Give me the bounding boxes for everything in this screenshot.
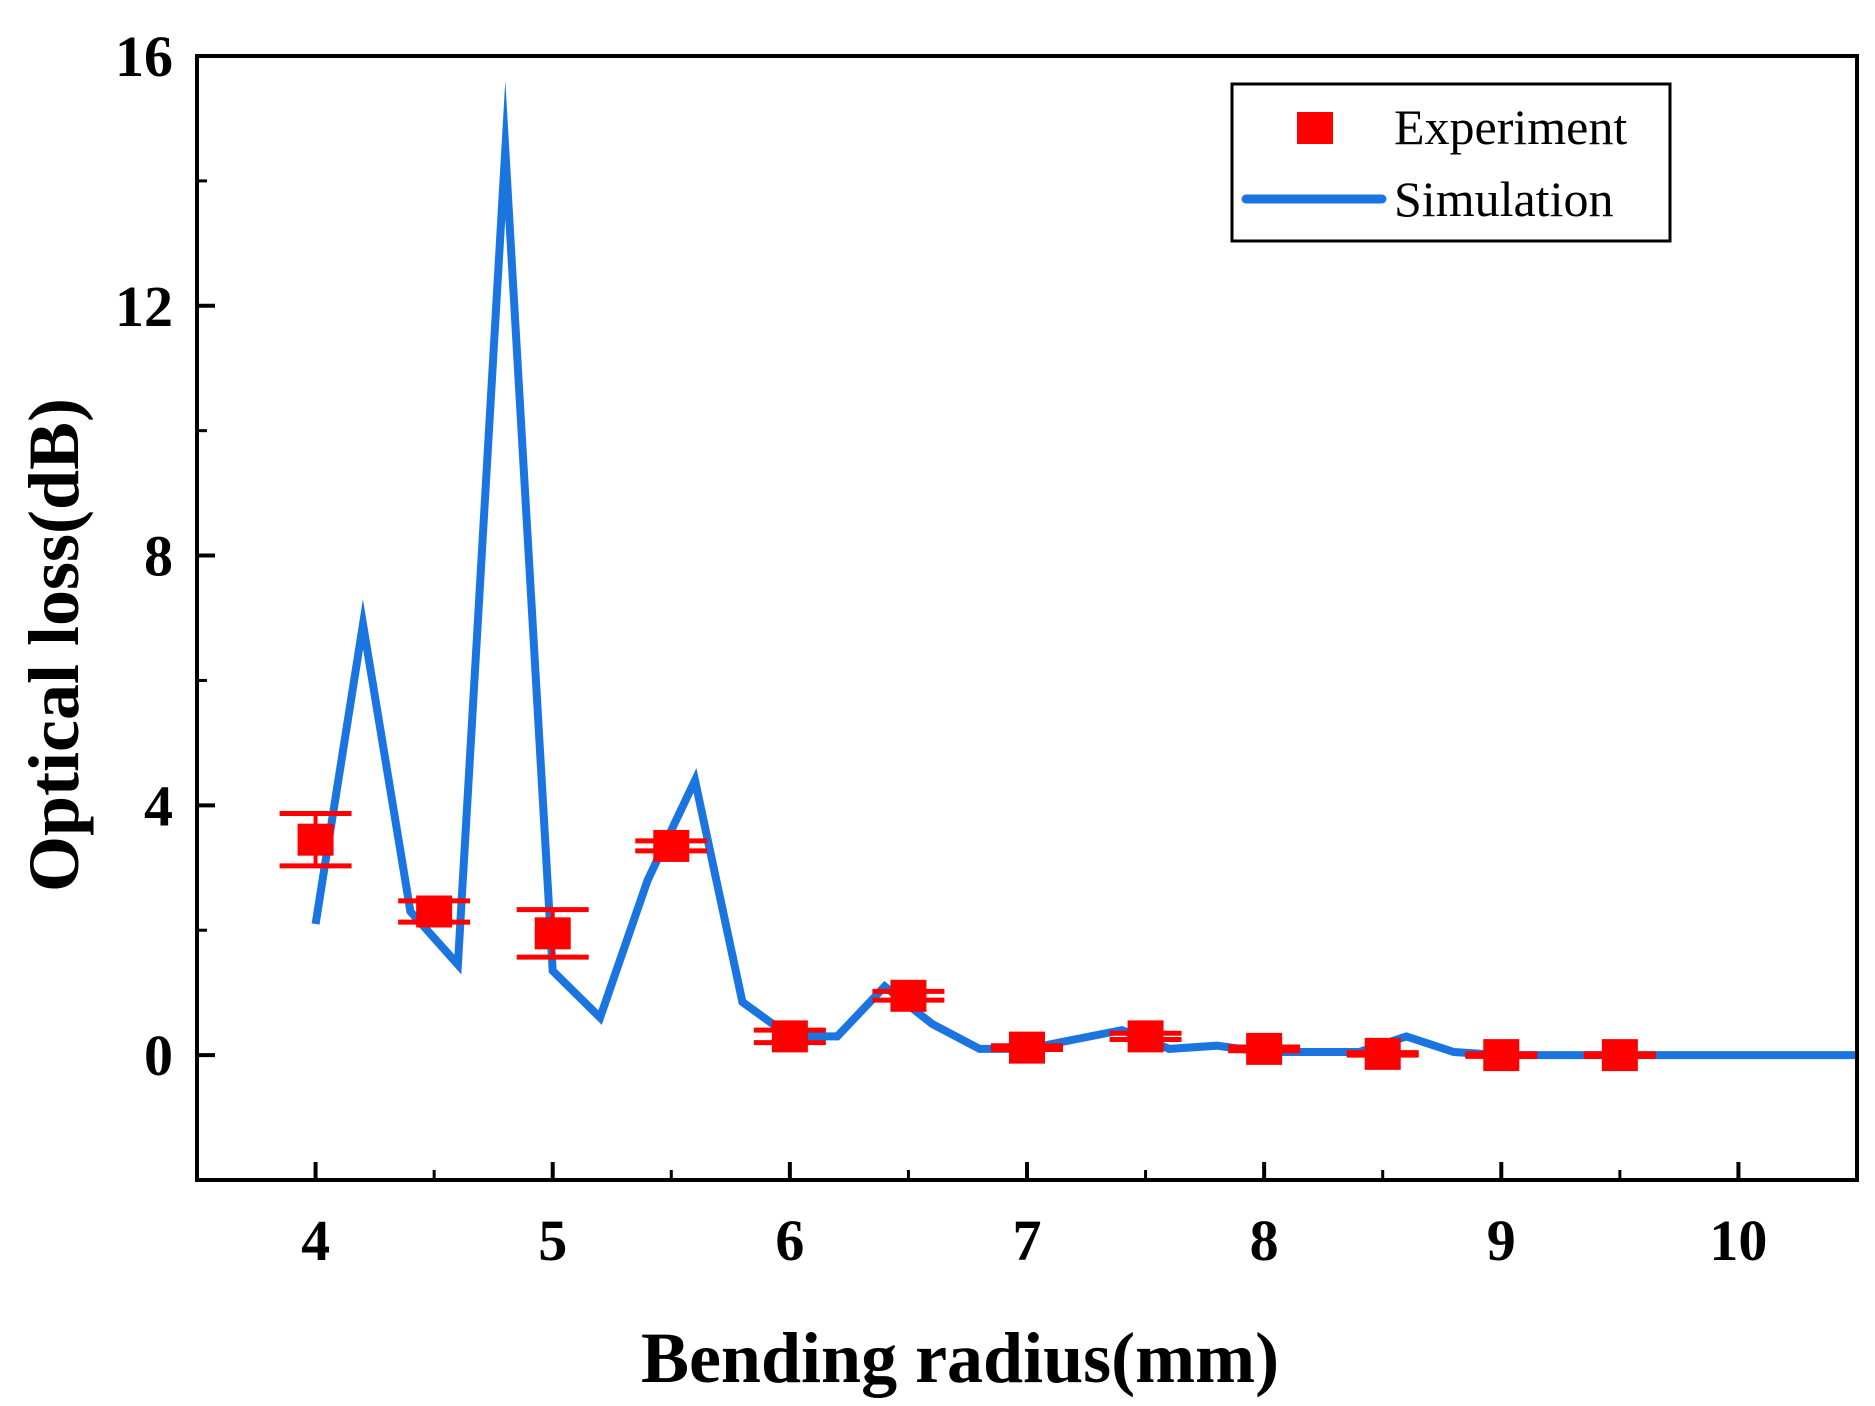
x-axis-title: Bending radius(mm): [641, 1318, 1279, 1398]
experiment-point: [279, 810, 352, 869]
legend-experiment-label: Experiment: [1394, 99, 1627, 155]
y-tick-label: 8: [144, 524, 173, 589]
x-axis: 4 5 6 7 8 9 10: [301, 1162, 1767, 1273]
y-axis: 0 4 8 12 16: [115, 24, 215, 1182]
experiment-marker: [890, 979, 927, 1012]
legend-experiment-marker: [1297, 112, 1333, 144]
experiment-point: [1228, 1032, 1301, 1065]
y-tick-label: 16: [115, 24, 173, 89]
legend: Experiment Simulation: [1230, 82, 1672, 243]
legend-box: [1230, 82, 1672, 243]
series-layer: [279, 80, 1857, 1072]
experiment-point: [1109, 1020, 1182, 1053]
experiment-marker: [1009, 1031, 1045, 1064]
x-tick-label: 6: [775, 1208, 804, 1273]
x-tick-label: 7: [1013, 1208, 1042, 1273]
x-tick-label: 5: [538, 1208, 567, 1273]
experiment-point: [635, 829, 708, 862]
experiment-marker: [534, 917, 571, 950]
experiment-marker: [1364, 1037, 1401, 1070]
experiment-marker: [1601, 1039, 1638, 1072]
experiment-point: [872, 979, 945, 1012]
experiment-marker: [1246, 1032, 1283, 1065]
y-tick-label: 0: [144, 1023, 173, 1088]
y-tick-label: 12: [115, 274, 173, 339]
x-tick-label: 8: [1250, 1208, 1279, 1273]
x-tick-label: 10: [1709, 1208, 1767, 1273]
y-tick-label: 4: [144, 773, 173, 838]
legend-simulation-label: Simulation: [1394, 171, 1613, 227]
experiment-marker: [1483, 1039, 1520, 1072]
experiment-marker: [771, 1020, 808, 1053]
experiment-marker: [416, 895, 453, 928]
experiment-point: [516, 907, 589, 960]
experiment-point: [1346, 1037, 1419, 1070]
experiment-point: [1583, 1039, 1656, 1072]
simulation-line: [311, 80, 1857, 1060]
experiment-point: [753, 1020, 826, 1053]
experiment-marker: [653, 829, 690, 862]
experiment-point: [991, 1031, 1063, 1064]
x-tick-label: 4: [301, 1208, 330, 1273]
experiment-marker: [1127, 1020, 1164, 1053]
experiment-point: [398, 895, 471, 928]
experiment-marker: [297, 823, 334, 856]
experiment-point: [1465, 1039, 1538, 1072]
y-axis-title: Optical loss(dB): [14, 398, 94, 892]
x-tick-label: 9: [1487, 1208, 1516, 1273]
